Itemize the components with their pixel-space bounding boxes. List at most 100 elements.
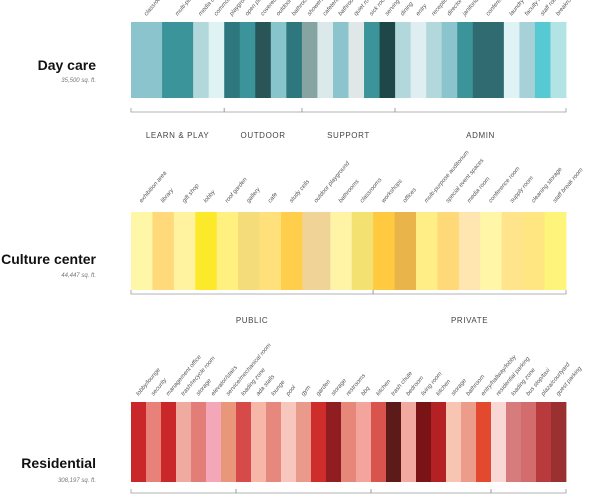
group-bracket [372, 290, 567, 295]
bar-segment [152, 212, 175, 290]
chart-title: Culture center [1, 251, 96, 267]
category-label: garden [315, 379, 332, 398]
category-label: gym [300, 385, 312, 398]
bar-segment [472, 22, 505, 98]
group-bracket [301, 108, 396, 113]
category-label: janitorial [461, 0, 481, 18]
bar-segment [162, 22, 194, 98]
bar-segment [193, 22, 210, 98]
category-label: kitchen [375, 378, 392, 397]
bar-segment [416, 402, 432, 482]
category-label: bathrooms [338, 179, 361, 205]
category-label: pool [285, 384, 298, 398]
bar-segment [176, 402, 192, 482]
bar-segment [301, 22, 318, 98]
group-bracket [130, 108, 225, 113]
area-label: 308,197 sq. ft. [58, 478, 96, 484]
chart-title: Residential [21, 455, 96, 471]
group-bracket [130, 489, 237, 494]
group-label: LEARN & PLAY [146, 131, 210, 140]
bar-segment [332, 22, 349, 98]
group-label: PUBLIC [236, 316, 269, 325]
group-label: SUPPORT [327, 131, 370, 140]
category-label: gallery [246, 186, 263, 204]
bar-segment [394, 212, 417, 290]
bar-segment [480, 212, 503, 290]
bar-segment [131, 22, 163, 98]
bar-segment [302, 212, 331, 290]
group-bracket [490, 489, 567, 494]
category-label: workshops [381, 178, 404, 204]
bar-segment [379, 22, 396, 98]
bar-segment [356, 402, 372, 482]
bar-segment [311, 402, 327, 482]
bar-segment [221, 402, 237, 482]
bar-segment [431, 402, 447, 482]
bar-segment [238, 212, 260, 290]
bar-segment [251, 402, 267, 482]
bar-segment [224, 22, 241, 98]
bar-segment [266, 402, 282, 482]
bar-segment [259, 212, 282, 290]
bar-segment [373, 212, 395, 290]
bar-segment [195, 212, 218, 290]
bar-segment [330, 212, 353, 290]
bar-segment [371, 402, 387, 482]
bar-segment [236, 402, 252, 482]
bar-segment [239, 22, 256, 98]
category-label: special event spaces [445, 158, 485, 205]
group-bracket [130, 290, 374, 295]
bar-segment [270, 22, 287, 98]
category-label: conference [485, 0, 509, 17]
group-bracket [235, 489, 372, 494]
category-label: entry [415, 2, 429, 17]
group-label: ADMIN [466, 131, 495, 140]
bar-segment [281, 402, 297, 482]
bar-segment [216, 212, 239, 290]
bar-segment [523, 212, 545, 290]
group-bracket [370, 489, 492, 494]
category-label: study cells [289, 179, 312, 204]
bar-segment [544, 212, 567, 290]
group-bracket [394, 108, 567, 113]
bar-segment [131, 402, 147, 482]
bar-segment [351, 212, 374, 290]
bar-segment [395, 22, 412, 98]
bar-segment [131, 212, 153, 290]
bar-segment [401, 402, 417, 482]
bar-segment [441, 22, 458, 98]
bar-segment [161, 402, 177, 482]
bar-segment [550, 22, 567, 98]
bar-segment [491, 402, 507, 482]
category-label: cafe [267, 191, 279, 204]
bar-segment [348, 22, 365, 98]
category-label: classrooms [143, 0, 167, 17]
group-label: PRIVATE [451, 316, 488, 325]
bar-segment [281, 212, 303, 290]
bar-segment [410, 22, 427, 98]
category-label: breakroom [555, 0, 578, 17]
bar-segment [476, 402, 492, 482]
bar-segment [501, 212, 524, 290]
bar-segment [255, 22, 272, 98]
bar-segment [534, 22, 551, 98]
category-label: laundry [509, 0, 527, 17]
bar-segment [461, 402, 477, 482]
bar-segment [146, 402, 162, 482]
category-label: lobby [203, 189, 217, 205]
bar-segment [437, 212, 460, 290]
group-label: OUTDOOR [241, 131, 286, 140]
bar-segment [208, 22, 225, 98]
bar-segment [506, 402, 522, 482]
bar-segment [416, 212, 438, 290]
bar-segment [286, 22, 303, 98]
bar-segment [326, 402, 342, 482]
bar-segment [446, 402, 462, 482]
bar-segment [536, 402, 552, 482]
bar-segment [457, 22, 474, 98]
bar-segment [519, 22, 536, 98]
